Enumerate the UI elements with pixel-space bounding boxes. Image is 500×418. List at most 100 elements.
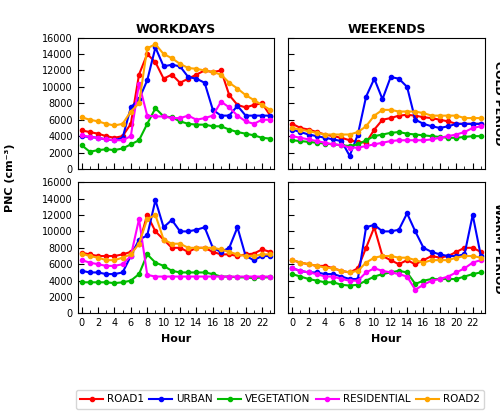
ROAD1 — [95, 253, 101, 258]
ROAD2 — [388, 253, 394, 258]
VEGETATION — [412, 132, 418, 137]
URBAN — [226, 113, 232, 118]
RESIDENTIAL — [177, 115, 183, 120]
ROAD1 — [363, 140, 369, 145]
ROAD1 — [437, 117, 443, 122]
ROAD1 — [202, 68, 207, 73]
VEGETATION — [194, 270, 200, 275]
ROAD2 — [306, 129, 312, 134]
Line: VEGETATION: VEGETATION — [80, 252, 272, 285]
ROAD2 — [194, 245, 200, 250]
URBAN — [128, 253, 134, 258]
VEGETATION — [103, 147, 109, 152]
URBAN — [306, 132, 312, 137]
Line: ROAD2: ROAD2 — [290, 108, 483, 137]
VEGETATION — [380, 272, 386, 277]
ROAD2 — [226, 250, 232, 255]
URBAN — [95, 270, 101, 275]
Line: ROAD1: ROAD1 — [290, 113, 483, 145]
RESIDENTIAL — [95, 135, 101, 140]
RESIDENTIAL — [437, 277, 443, 282]
Line: ROAD2: ROAD2 — [80, 213, 272, 262]
ROAD1 — [112, 135, 117, 140]
URBAN — [470, 212, 476, 217]
ROAD1 — [144, 51, 150, 56]
ROAD2 — [478, 255, 484, 260]
URBAN — [388, 229, 394, 234]
RESIDENTIAL — [95, 262, 101, 267]
ROAD2 — [289, 257, 295, 263]
VEGETATION — [136, 272, 142, 277]
URBAN — [194, 227, 200, 232]
VEGETATION — [338, 143, 344, 148]
RESIDENTIAL — [322, 274, 328, 279]
URBAN — [314, 134, 320, 139]
Line: RESIDENTIAL: RESIDENTIAL — [290, 124, 483, 150]
RESIDENTIAL — [372, 266, 378, 271]
ROAD1 — [412, 113, 418, 118]
URBAN — [210, 245, 216, 250]
ROAD1 — [128, 250, 134, 255]
URBAN — [346, 153, 352, 158]
URBAN — [87, 270, 93, 275]
ROAD1 — [462, 121, 468, 126]
ROAD2 — [437, 257, 443, 263]
VEGETATION — [268, 136, 274, 141]
URBAN — [78, 268, 84, 273]
ROAD2 — [103, 121, 109, 126]
VEGETATION — [152, 260, 158, 265]
RESIDENTIAL — [306, 270, 312, 275]
ROAD1 — [478, 250, 484, 255]
RESIDENTIAL — [202, 274, 207, 279]
URBAN — [112, 272, 117, 277]
ROAD2 — [95, 255, 101, 260]
RESIDENTIAL — [404, 138, 410, 143]
ROAD1 — [380, 117, 386, 122]
URBAN — [355, 277, 361, 282]
URBAN — [160, 64, 166, 69]
ROAD2 — [445, 113, 451, 118]
ROAD1 — [152, 60, 158, 65]
ROAD1 — [322, 263, 328, 268]
URBAN — [242, 113, 248, 118]
ROAD1 — [136, 72, 142, 77]
URBAN — [428, 124, 434, 129]
ROAD2 — [152, 212, 158, 217]
RESIDENTIAL — [268, 117, 274, 122]
URBAN — [185, 74, 191, 79]
URBAN — [372, 222, 378, 227]
ROAD2 — [412, 109, 418, 114]
ROAD2 — [355, 130, 361, 135]
ROAD2 — [112, 123, 117, 128]
URBAN — [259, 113, 265, 118]
VEGETATION — [95, 148, 101, 153]
ROAD1 — [314, 263, 320, 268]
VEGETATION — [169, 115, 175, 120]
VEGETATION — [428, 277, 434, 282]
RESIDENTIAL — [298, 135, 304, 140]
RESIDENTIAL — [87, 260, 93, 265]
VEGETATION — [437, 135, 443, 140]
RESIDENTIAL — [396, 272, 402, 277]
ROAD2 — [226, 80, 232, 85]
URBAN — [380, 229, 386, 234]
ROAD2 — [396, 255, 402, 260]
ROAD2 — [78, 251, 84, 256]
ROAD1 — [355, 266, 361, 271]
URBAN — [169, 217, 175, 222]
RESIDENTIAL — [428, 278, 434, 283]
URBAN — [120, 270, 126, 275]
VEGETATION — [202, 270, 207, 275]
ROAD1 — [210, 250, 216, 255]
RESIDENTIAL — [136, 81, 142, 86]
VEGETATION — [120, 146, 126, 151]
RESIDENTIAL — [194, 117, 200, 122]
RESIDENTIAL — [160, 114, 166, 119]
RESIDENTIAL — [330, 274, 336, 279]
RESIDENTIAL — [346, 145, 352, 150]
ROAD2 — [234, 252, 240, 257]
VEGETATION — [396, 130, 402, 135]
ROAD2 — [338, 132, 344, 137]
RESIDENTIAL — [445, 274, 451, 279]
VEGETATION — [314, 140, 320, 145]
